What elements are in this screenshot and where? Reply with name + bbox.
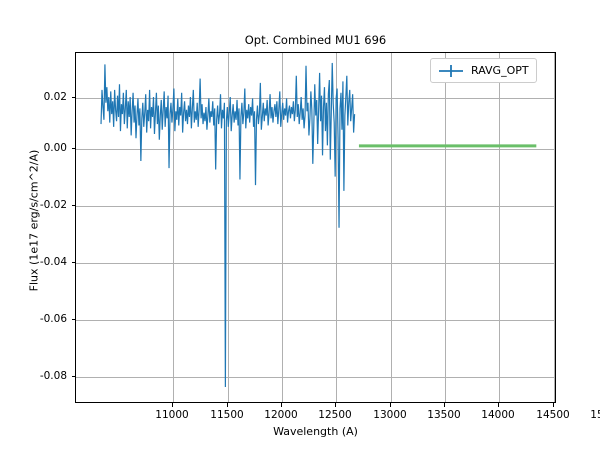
gridline-x bbox=[228, 53, 229, 402]
y-tick-label: 0.02 bbox=[43, 91, 67, 103]
x-tick-label: 13500 bbox=[427, 409, 461, 421]
x-tick bbox=[553, 403, 554, 407]
x-tick bbox=[172, 403, 173, 407]
y-tick-label: -0.08 bbox=[39, 370, 67, 382]
gridline-y bbox=[76, 149, 555, 150]
legend[interactable]: RAVG_OPT bbox=[430, 58, 537, 83]
x-tick bbox=[227, 403, 228, 407]
gridline-x bbox=[499, 53, 500, 402]
gridline-y bbox=[76, 377, 555, 378]
x-tick-label: 12500 bbox=[318, 409, 352, 421]
x-tick bbox=[390, 403, 391, 407]
x-tick-label: 11500 bbox=[210, 409, 244, 421]
x-tick-label: 12000 bbox=[264, 409, 298, 421]
gridline-x bbox=[282, 53, 283, 402]
plot-axes bbox=[75, 52, 556, 403]
x-tick bbox=[498, 403, 499, 407]
errorbar-marker-icon bbox=[439, 64, 463, 77]
y-tick bbox=[71, 376, 75, 377]
gridline-x bbox=[391, 53, 392, 402]
y-tick bbox=[71, 97, 75, 98]
x-tick-label: 14000 bbox=[481, 409, 515, 421]
gridline-x bbox=[554, 53, 555, 402]
y-tick-label: -0.02 bbox=[39, 199, 67, 211]
y-tick bbox=[71, 319, 75, 320]
y-axis-label: Flux (1e17 erg/s/cm^2/A) bbox=[27, 149, 41, 292]
x-tick-label: 11000 bbox=[155, 409, 189, 421]
x-tick-label: 14500 bbox=[536, 409, 570, 421]
y-tick bbox=[71, 262, 75, 263]
gridline-x bbox=[336, 53, 337, 402]
x-tick bbox=[281, 403, 282, 407]
gridline-x bbox=[173, 53, 174, 402]
y-tick-label: -0.04 bbox=[39, 256, 67, 268]
gridline-y bbox=[76, 263, 555, 264]
gridline-y bbox=[76, 320, 555, 321]
x-tick-label: 15000 bbox=[590, 409, 600, 421]
gridline-x bbox=[445, 53, 446, 402]
gridline-y bbox=[76, 206, 555, 207]
y-tick bbox=[71, 205, 75, 206]
x-tick bbox=[335, 403, 336, 407]
y-tick-label: -0.06 bbox=[39, 313, 67, 325]
legend-label: RAVG_OPT bbox=[471, 64, 529, 77]
spectrum-series bbox=[100, 62, 537, 387]
page-title: Opt. Combined MU1 696 bbox=[244, 33, 387, 47]
x-axis-label: Wavelength (A) bbox=[273, 425, 358, 438]
y-tick bbox=[71, 148, 75, 149]
x-tick bbox=[444, 403, 445, 407]
y-tick-label: 0.00 bbox=[43, 142, 67, 154]
x-tick-label: 13000 bbox=[373, 409, 407, 421]
